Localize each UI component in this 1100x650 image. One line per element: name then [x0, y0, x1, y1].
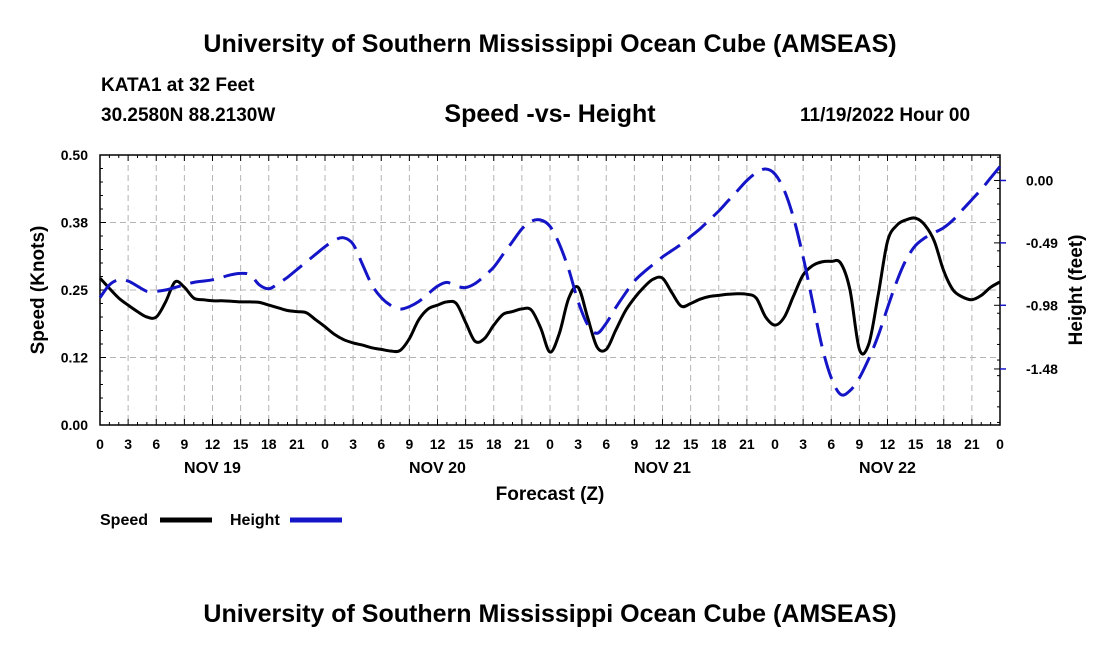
height-series-line	[98, 165, 1002, 397]
x-axis-label: Forecast (Z)	[496, 484, 605, 505]
x-tick-label: 6	[377, 436, 385, 452]
x-tick-label: 0	[771, 436, 779, 452]
chart-series	[98, 165, 1002, 397]
x-tick-label: 18	[936, 436, 952, 452]
x-tick-label: 3	[574, 436, 582, 452]
x-tick-label: 15	[233, 436, 249, 452]
x-tick-label: 21	[964, 436, 980, 452]
x-day-label: NOV 19	[184, 460, 241, 477]
x-tick-label: 6	[602, 436, 610, 452]
x-tick-label: 21	[289, 436, 305, 452]
station-coordinates: 30.2580N 88.2130W	[101, 105, 276, 126]
x-tick-label: 12	[205, 436, 221, 452]
y-tick-label: 0.38	[61, 215, 88, 231]
x-tick-label: 18	[486, 436, 502, 452]
chart-grid	[100, 155, 1000, 425]
y2-tick-label: -0.98	[1026, 297, 1058, 313]
y-tick-label: 0.00	[61, 417, 88, 433]
x-tick-label: 3	[349, 436, 357, 452]
x-tick-label: 18	[711, 436, 727, 452]
x-day-label: NOV 21	[634, 460, 691, 477]
x-tick-label: 9	[630, 436, 638, 452]
x-tick-label: 12	[880, 436, 896, 452]
x-tick-label: 18	[261, 436, 277, 452]
footer-title: University of Southern Mississippi Ocean…	[203, 600, 897, 628]
y2-tick-label: -1.48	[1026, 361, 1058, 377]
y-tick-label: 0.50	[61, 147, 88, 163]
x-tick-label: 0	[321, 436, 329, 452]
chart-legend: Speed Height	[100, 512, 342, 529]
x-tick-label: 9	[180, 436, 188, 452]
y2-tick-label: 0.00	[1026, 172, 1053, 188]
x-day-label: NOV 22	[859, 460, 916, 477]
legend-speed-label: Speed	[100, 512, 148, 529]
forecast-datetime: 11/19/2022 Hour 00	[800, 105, 971, 126]
x-tick-label: 0	[996, 436, 1004, 452]
x-tick-label: 12	[655, 436, 671, 452]
x-tick-label: 3	[124, 436, 132, 452]
x-tick-label: 6	[827, 436, 835, 452]
legend-height-label: Height	[230, 512, 280, 529]
x-tick-label: 0	[96, 436, 104, 452]
x-tick-label: 12	[430, 436, 446, 452]
x-tick-label: 15	[458, 436, 474, 452]
x-tick-label: 21	[514, 436, 530, 452]
y-tick-label: 0.12	[61, 350, 88, 366]
y2-axis-label: Height (feet)	[1066, 235, 1087, 346]
x-tick-label: 9	[855, 436, 863, 452]
x-tick-label: 9	[405, 436, 413, 452]
x-tick-label: 6	[152, 436, 160, 452]
x-tick-label: 3	[799, 436, 807, 452]
axis-ticks: 0 3 6 9 12 15 18 21 0 3 6 9 12 15 18 21 0 3 6 9 12 15 18 21 0 3 6 9…	[61, 147, 1058, 477]
axis-labels: Forecast (Z) Speed (Knots) Height (feet)	[28, 226, 1087, 505]
speed-series-line	[98, 216, 1001, 356]
x-tick-label: 15	[908, 436, 924, 452]
x-tick-label: 15	[683, 436, 699, 452]
x-tick-label: 21	[739, 436, 755, 452]
chart-title: Speed -vs- Height	[444, 100, 656, 128]
y2-tick-label: -0.49	[1026, 235, 1058, 251]
station-name: KATA1 at 32 Feet	[101, 75, 255, 96]
y-tick-label: 0.25	[61, 282, 88, 298]
report-title: University of Southern Mississippi Ocean…	[203, 30, 897, 58]
x-tick-label: 0	[546, 436, 554, 452]
x-day-label: NOV 20	[409, 460, 466, 477]
y-axis-label: Speed (Knots)	[28, 226, 49, 355]
